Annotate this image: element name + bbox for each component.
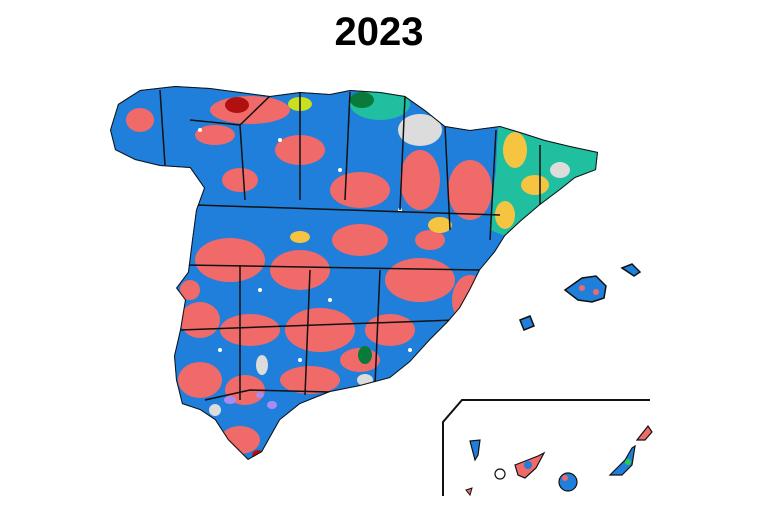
purple-patches — [224, 392, 277, 409]
map-title: 2023 — [334, 10, 424, 54]
canary-islands-inset — [442, 399, 653, 497]
basque-navarra-patches — [288, 88, 442, 146]
mainland-outline — [110, 86, 598, 460]
dark-red-patch — [225, 97, 249, 113]
catalonia-patches — [490, 126, 598, 236]
balearic-islands — [519, 263, 642, 331]
yellow-patches — [290, 217, 452, 243]
mainland-map — [110, 86, 598, 460]
inset-frame — [442, 399, 650, 496]
province-borders — [159, 89, 541, 401]
dark-green-patch — [358, 346, 372, 364]
